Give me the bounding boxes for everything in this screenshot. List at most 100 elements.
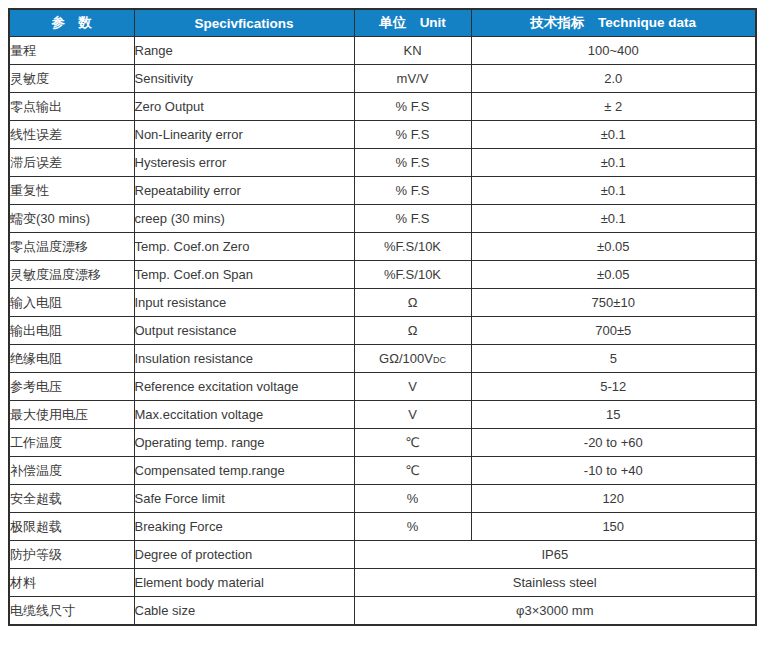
unit-cell: mV/V bbox=[354, 65, 471, 93]
unit-text: % F.S bbox=[396, 183, 430, 198]
unit-text: Ω bbox=[408, 323, 418, 338]
table-row: 蠕变(30 mins)creep (30 mins)% F.S±0.1 bbox=[9, 205, 756, 233]
param-name-cn-cell: 参考电压 bbox=[9, 373, 134, 401]
value-cell: ±0.1 bbox=[471, 205, 756, 233]
specification-cell: Output resistance bbox=[134, 317, 354, 345]
specification-cell: Input resistance bbox=[134, 289, 354, 317]
table-row: 输出电阻Output resistance Ω 700±5 bbox=[9, 317, 756, 345]
table-row: 工作温度Operating temp. range ℃ -20 to +60 bbox=[9, 429, 756, 457]
param-name-cn-cell: 量程 bbox=[9, 37, 134, 65]
value-cell: 700±5 bbox=[471, 317, 756, 345]
table-row: 灵敏度温度漂移Temp. Coef.on Span %F.S/10K ±0.05 bbox=[9, 261, 756, 289]
unit-text: KN bbox=[403, 43, 421, 58]
value-cell: 750±10 bbox=[471, 289, 756, 317]
unit-cell: Ω bbox=[354, 317, 471, 345]
unit-cell: Ω bbox=[354, 289, 471, 317]
table-row: 滞后误差Hysteresis error% F.S±0.1 bbox=[9, 149, 756, 177]
param-name-cn-cell: 电缆线尺寸 bbox=[9, 597, 134, 626]
specification-cell: Degree of protection bbox=[134, 541, 354, 569]
specification-cell: Hysteresis error bbox=[134, 149, 354, 177]
param-name-cn-cell: 线性误差 bbox=[9, 121, 134, 149]
param-name-cn-cell: 输入电阻 bbox=[9, 289, 134, 317]
param-name-cn-cell: 滞后误差 bbox=[9, 149, 134, 177]
specification-cell: Reference excitation voltage bbox=[134, 373, 354, 401]
param-name-cn-cell: 重复性 bbox=[9, 177, 134, 205]
unit-text: V bbox=[408, 379, 417, 394]
value-cell-merged: φ3×3000 mm bbox=[354, 597, 756, 626]
unit-text: V bbox=[408, 407, 417, 422]
specification-table: 参 数 Specivfications 单位 Unit 技术指标 Techniq… bbox=[8, 8, 757, 626]
value-cell: ± 2 bbox=[471, 93, 756, 121]
unit-text: % bbox=[407, 519, 419, 534]
table-row: 量程RangeKN100~400 bbox=[9, 37, 756, 65]
unit-cell: % F.S bbox=[354, 177, 471, 205]
table-header-row: 参 数 Specivfications 单位 Unit 技术指标 Techniq… bbox=[9, 9, 756, 37]
table-row: 灵敏度Sensitivity mV/V 2.0 bbox=[9, 65, 756, 93]
value-cell: ±0.1 bbox=[471, 177, 756, 205]
unit-cell: % F.S bbox=[354, 121, 471, 149]
unit-text: mV/V bbox=[397, 71, 429, 86]
unit-cell: GΩ/100VDC bbox=[354, 345, 471, 373]
header-specifications: Specivfications bbox=[134, 9, 354, 37]
specification-cell: Operating temp. range bbox=[134, 429, 354, 457]
specification-cell: Sensitivity bbox=[134, 65, 354, 93]
value-cell: ±0.1 bbox=[471, 121, 756, 149]
header-technique-data: 技术指标 Technique data bbox=[471, 9, 756, 37]
param-name-cn-cell: 绝缘电阻 bbox=[9, 345, 134, 373]
unit-text: %F.S/10K bbox=[384, 267, 441, 282]
unit-cell: V bbox=[354, 401, 471, 429]
specification-cell: Insulation resistance bbox=[134, 345, 354, 373]
value-cell: 15 bbox=[471, 401, 756, 429]
unit-cell: KN bbox=[354, 37, 471, 65]
unit-cell: %F.S/10K bbox=[354, 261, 471, 289]
table-row: 输入电阻Input resistance Ω 750±10 bbox=[9, 289, 756, 317]
value-cell: 100~400 bbox=[471, 37, 756, 65]
table-row: 最大使用电压Max.eccitation voltage V 15 bbox=[9, 401, 756, 429]
unit-text: % F.S bbox=[396, 155, 430, 170]
param-name-cn-cell: 灵敏度温度漂移 bbox=[9, 261, 134, 289]
unit-text: %F.S/10K bbox=[384, 239, 441, 254]
unit-cell: ℃ bbox=[354, 457, 471, 485]
specification-cell: Temp. Coef.on Zero bbox=[134, 233, 354, 261]
specification-cell: Max.eccitation voltage bbox=[134, 401, 354, 429]
param-name-cn-cell: 材料 bbox=[9, 569, 134, 597]
value-cell: 150 bbox=[471, 513, 756, 541]
table-row: 电缆线尺寸Cable sizeφ3×3000 mm bbox=[9, 597, 756, 626]
unit-text: Ω bbox=[408, 295, 418, 310]
value-cell: 2.0 bbox=[471, 65, 756, 93]
specification-cell: Repeatability error bbox=[134, 177, 354, 205]
value-cell-merged: Stainless steel bbox=[354, 569, 756, 597]
value-cell: -20 to +60 bbox=[471, 429, 756, 457]
unit-cell: %F.S/10K bbox=[354, 233, 471, 261]
unit-text: % F.S bbox=[396, 211, 430, 226]
unit-cell: % F.S bbox=[354, 93, 471, 121]
table-row: 线性误差Non-Linearity error % F.S ±0.1 bbox=[9, 121, 756, 149]
param-name-cn-cell: 极限超载 bbox=[9, 513, 134, 541]
specification-cell: Zero Output bbox=[134, 93, 354, 121]
unit-text: ℃ bbox=[405, 463, 420, 478]
spec-table-body: 量程RangeKN100~400灵敏度SensitivitymV/V2.0零点输… bbox=[9, 37, 756, 626]
param-name-cn-cell: 灵敏度 bbox=[9, 65, 134, 93]
param-name-cn-cell: 工作温度 bbox=[9, 429, 134, 457]
param-name-cn-cell: 零点温度漂移 bbox=[9, 233, 134, 261]
header-unit: 单位 Unit bbox=[354, 9, 471, 37]
table-row: 零点温度漂移Temp. Coef.on Zero %F.S/10K ±0.05 bbox=[9, 233, 756, 261]
specification-cell: Temp. Coef.on Span bbox=[134, 261, 354, 289]
spec-table-container: 参 数 Specivfications 单位 Unit 技术指标 Techniq… bbox=[8, 8, 757, 626]
table-row: 参考电压Reference excitation voltage V 5-12 bbox=[9, 373, 756, 401]
unit-text: % bbox=[407, 491, 419, 506]
unit-cell: % bbox=[354, 485, 471, 513]
value-cell: ±0.05 bbox=[471, 233, 756, 261]
param-name-cn-cell: 输出电阻 bbox=[9, 317, 134, 345]
unit-text: % F.S bbox=[396, 127, 430, 142]
unit-text: ℃ bbox=[405, 435, 420, 450]
value-cell: 5-12 bbox=[471, 373, 756, 401]
table-row: 防护等级Degree of protectionIP65 bbox=[9, 541, 756, 569]
param-name-cn-cell: 最大使用电压 bbox=[9, 401, 134, 429]
value-cell: -10 to +40 bbox=[471, 457, 756, 485]
value-cell: ±0.05 bbox=[471, 261, 756, 289]
unit-cell: % F.S bbox=[354, 149, 471, 177]
table-row: 零点输出Zero Output% F.S± 2 bbox=[9, 93, 756, 121]
specification-cell: Non-Linearity error bbox=[134, 121, 354, 149]
specification-cell: creep (30 mins) bbox=[134, 205, 354, 233]
